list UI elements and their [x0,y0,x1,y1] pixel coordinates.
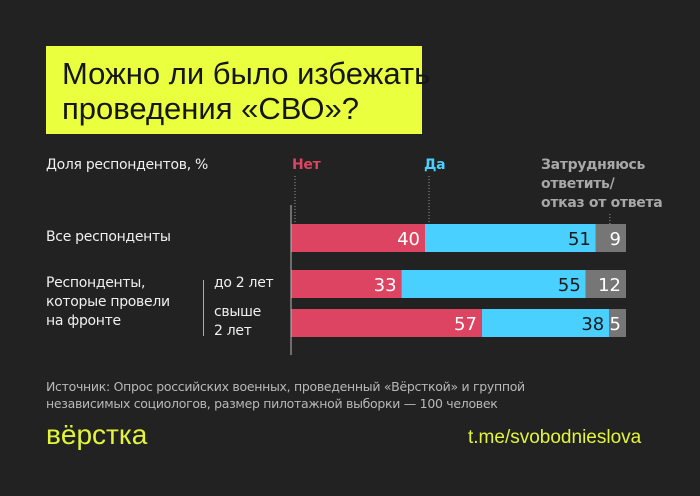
data-label: 5 [610,314,621,335]
legend-net: Нет [292,157,321,173]
data-label: 57 [454,314,477,335]
group-label-line-3: на фронте [46,313,121,329]
source-line-1: Источник: Опрос российских военных, пров… [46,379,525,394]
verstka-logo: вёрстка [46,419,148,450]
y-axis-label: Доля респондентов, % [46,157,209,173]
data-label: 55 [558,275,581,296]
group-label-line-1: Респонденты, [46,275,146,291]
legend-other-line-1: Затрудняюсь [541,157,646,173]
legend-other: Затрудняюсь ответить/ отказ от ответа [541,156,663,213]
category-label-under-2: до 2 лет [214,275,274,291]
source-line-2: независимых социологов, размер пилотажно… [46,396,498,411]
legend-other-line-2: ответить/ [541,176,615,192]
title-box: Можно ли было избежать проведения «СВО»? [46,46,431,134]
bar-segment [609,309,626,337]
bar-segment [595,224,626,252]
category-label-over-2: свыше 2 лет [214,303,261,341]
group-label: Респонденты, которые провели на фронте [46,274,170,331]
bar-segment [291,224,425,252]
group-label-line-2: которые провели [46,294,170,310]
category-label-over-2-line-1: свыше [214,304,261,320]
data-label: 12 [598,275,621,296]
data-label: 40 [397,229,420,250]
bar-segment [401,270,586,298]
bar-segment [481,309,610,337]
data-label: 33 [374,275,397,296]
telegram-link[interactable]: t.me/svobodnieslova [468,427,642,448]
data-label: 9 [610,229,621,250]
data-label: 51 [568,229,591,250]
title-line-1: Можно ли было избежать [62,56,431,91]
bar-segment [585,270,626,298]
bar-segment [291,270,402,298]
category-label-over-2-line-2: 2 лет [214,323,252,339]
legend-other-line-3: отказ от ответа [541,195,663,211]
legend-da: Да [424,157,446,173]
group-divider [203,280,204,336]
category-label-all: Все респонденты [46,229,171,245]
title-line-2: проведения «СВО»? [62,91,359,126]
bar-segment [425,224,596,252]
data-label: 38 [581,314,604,335]
bar-segment [291,309,482,337]
